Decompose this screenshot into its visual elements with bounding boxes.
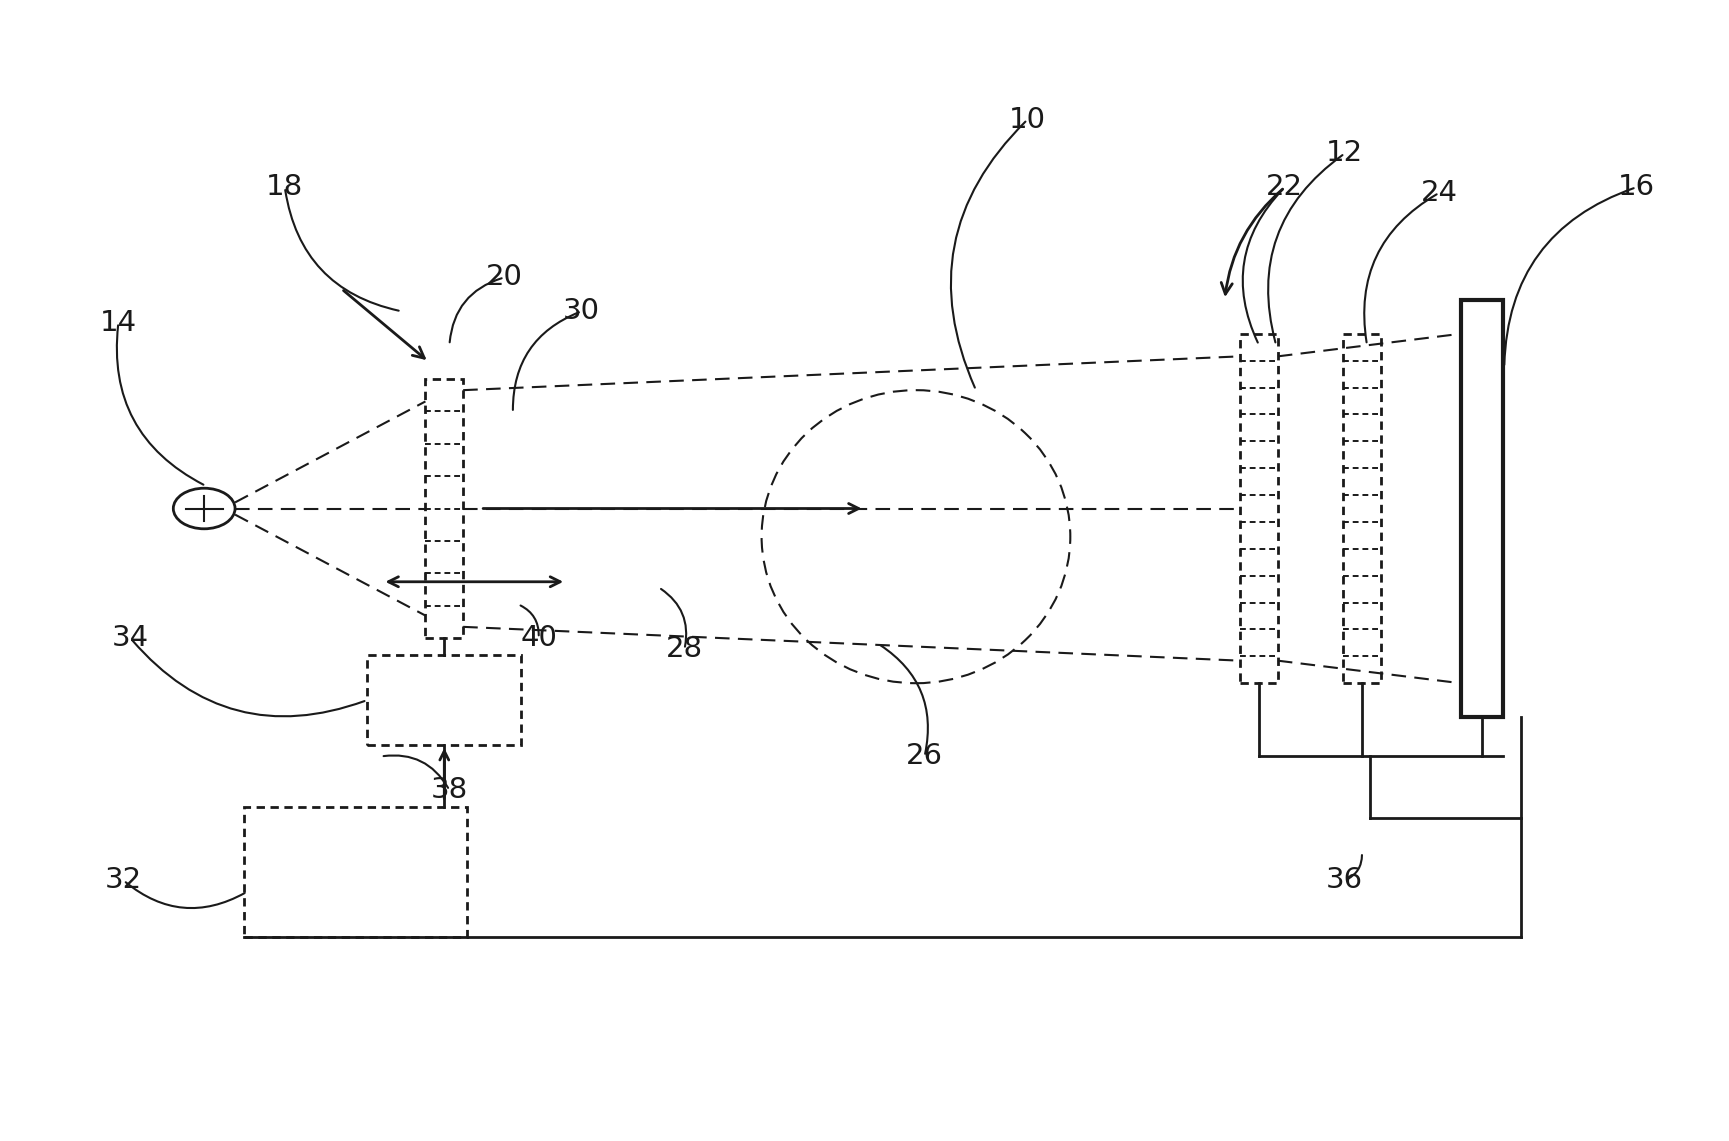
Text: 26: 26	[906, 743, 942, 770]
Text: 22: 22	[1266, 173, 1304, 201]
Text: 14: 14	[100, 308, 137, 337]
Text: 12: 12	[1326, 139, 1362, 168]
Bar	[1240, 334, 1278, 683]
Text: 18: 18	[266, 173, 303, 201]
Text: 40: 40	[520, 624, 557, 653]
Text: 32: 32	[105, 866, 142, 895]
Text: 36: 36	[1326, 866, 1362, 895]
Text: 30: 30	[564, 298, 600, 325]
Bar	[1343, 334, 1381, 683]
Text: 16: 16	[1618, 173, 1655, 201]
Bar	[367, 655, 522, 745]
Text: 24: 24	[1421, 179, 1458, 207]
Bar	[425, 379, 463, 638]
Bar	[244, 807, 467, 937]
Text: 38: 38	[431, 776, 469, 804]
Text: 34: 34	[112, 624, 149, 653]
Text: 20: 20	[486, 264, 522, 291]
Text: 28: 28	[666, 636, 704, 663]
Text: 10: 10	[1010, 106, 1046, 133]
Bar	[1461, 300, 1504, 717]
